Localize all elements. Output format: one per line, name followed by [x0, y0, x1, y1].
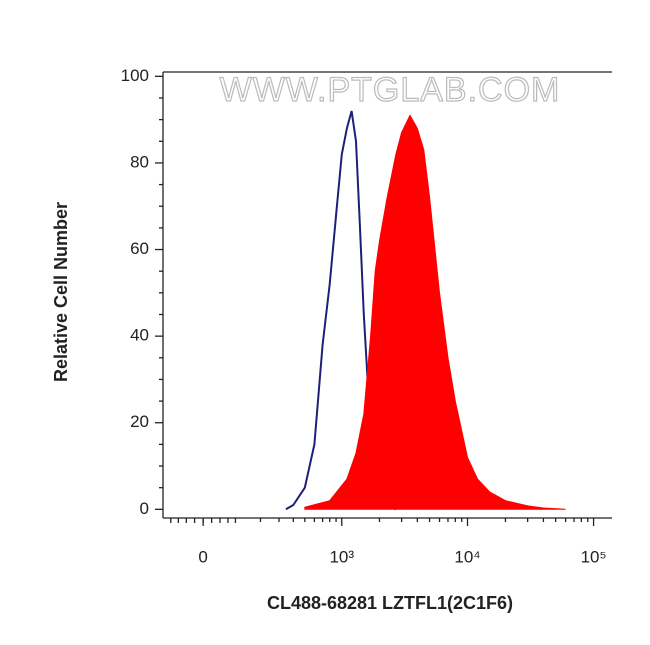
- x-tick-label: 0: [198, 547, 207, 566]
- x-tick-label: 10⁵: [581, 547, 607, 566]
- y-tick-label: 40: [130, 326, 149, 345]
- x-tick-label: 10³: [329, 547, 354, 566]
- y-tick-label: 100: [121, 66, 149, 85]
- y-tick-label: 0: [140, 499, 149, 518]
- y-tick-label: 80: [130, 152, 149, 171]
- watermark: WWW.PTGLAB.COM: [220, 71, 561, 109]
- y-tick-label: 60: [130, 239, 149, 258]
- y-tick-label: 20: [130, 412, 149, 431]
- x-axis-title: CL488-68281 LZTFL1(2C1F6): [267, 593, 513, 613]
- x-tick-label: 10⁴: [454, 547, 480, 566]
- histogram-area: [304, 114, 566, 510]
- y-axis-title: Relative Cell Number: [51, 202, 71, 382]
